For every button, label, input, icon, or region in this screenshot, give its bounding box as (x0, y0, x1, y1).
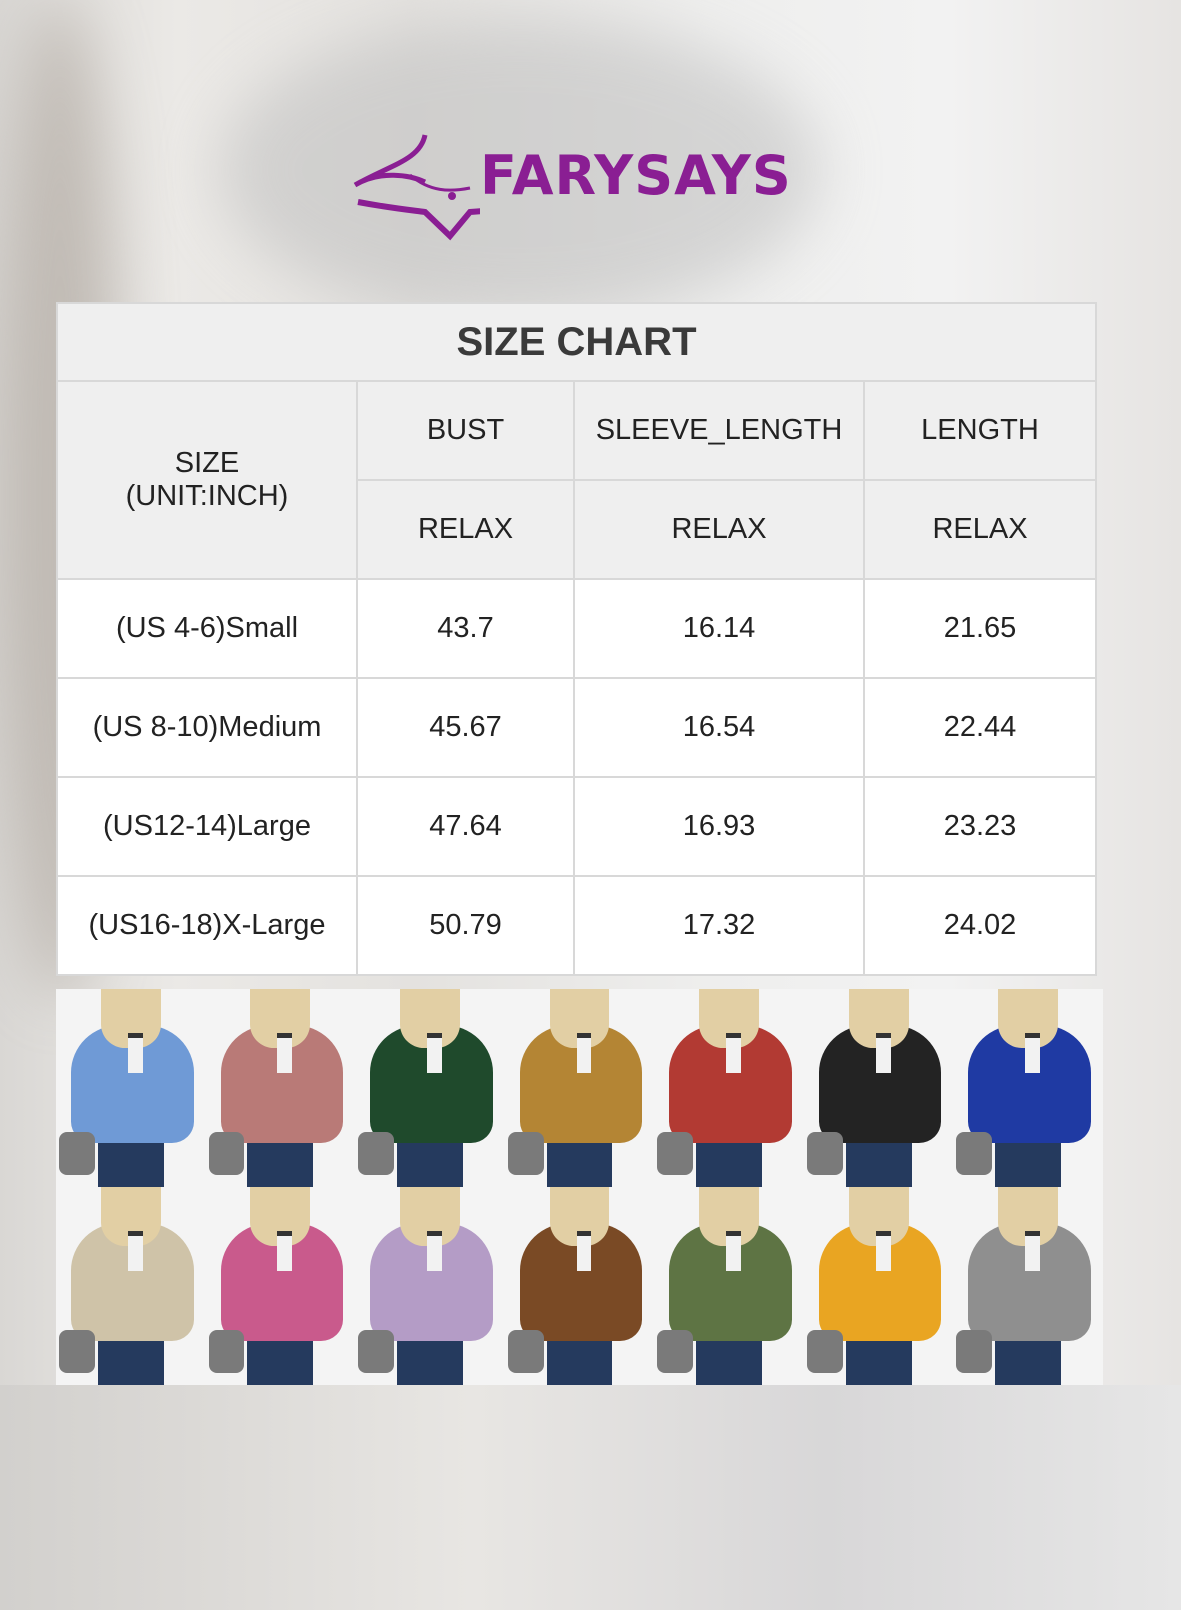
table-row: (US16-18)X-Large 50.79 17.32 24.02 (56, 875, 1097, 976)
bag (507, 1329, 544, 1374)
bag (956, 1131, 993, 1176)
coffee-cup (1025, 1032, 1041, 1074)
jeans (696, 1143, 762, 1187)
fit-header: RELAX (356, 479, 575, 580)
bag (208, 1329, 245, 1374)
jeans (397, 1341, 463, 1385)
fit-header: RELAX (863, 479, 1097, 580)
color-variant-photo (953, 1187, 1103, 1385)
color-variant-grid (56, 989, 1103, 1385)
color-variant-photo (654, 989, 804, 1187)
bag (956, 1329, 993, 1374)
bag (806, 1329, 843, 1374)
jeans (97, 1143, 164, 1187)
coffee-cup (127, 1230, 143, 1272)
size-cell: (US 8-10)Medium (56, 677, 358, 778)
jeans (247, 1341, 314, 1385)
size-header-label: SIZE (174, 447, 240, 479)
coffee-cup (277, 1230, 293, 1272)
bag (58, 1329, 95, 1374)
bag (208, 1131, 245, 1176)
jeans (546, 1341, 613, 1385)
size-header: SIZE (UNIT:INCH) (56, 380, 358, 580)
color-variant-photo (803, 989, 954, 1187)
sleeve-cell: 16.93 (573, 776, 865, 877)
sleeve-cell: 16.54 (573, 677, 865, 778)
column-header: LENGTH (863, 380, 1097, 481)
size-chart-table: SIZE CHART SIZE (UNIT:INCH) BUST SLEEVE_L… (56, 302, 1097, 976)
jeans (995, 1143, 1062, 1187)
length-cell: 22.44 (863, 677, 1097, 778)
column-header: BUST (356, 380, 575, 481)
jeans (97, 1341, 164, 1385)
coffee-cup (576, 1032, 592, 1074)
table-row: (US 8-10)Medium 45.67 16.54 22.44 (56, 677, 1097, 778)
brand-name: FARYSAYS (480, 144, 792, 207)
color-variant-photo (504, 989, 655, 1187)
bust-cell: 45.67 (356, 677, 575, 778)
bag (358, 1131, 395, 1176)
coffee-cup (426, 1230, 442, 1272)
color-variant-photo (355, 1187, 505, 1385)
jeans (845, 1341, 912, 1385)
bag (507, 1131, 544, 1176)
color-variant-photo (205, 989, 356, 1187)
coffee-cup (726, 1230, 742, 1272)
bag (657, 1131, 694, 1176)
jeans (546, 1143, 613, 1187)
size-cell: (US12-14)Large (56, 776, 358, 877)
color-variant-photo (803, 1187, 954, 1385)
table-row: (US 4-6)Small 43.7 16.14 21.65 (56, 578, 1097, 679)
jeans (845, 1143, 912, 1187)
size-cell: (US 4-6)Small (56, 578, 358, 679)
bag (358, 1329, 395, 1374)
background-photo (220, 20, 820, 320)
length-cell: 23.23 (863, 776, 1097, 877)
sleeve-cell: 17.32 (573, 875, 865, 976)
coffee-cup (1025, 1230, 1041, 1272)
bag (657, 1329, 694, 1374)
color-variant-photo (654, 1187, 804, 1385)
jeans (696, 1341, 762, 1385)
bust-cell: 50.79 (356, 875, 575, 976)
size-cell: (US16-18)X-Large (56, 875, 358, 976)
unit-label: (UNIT:INCH) (125, 480, 289, 512)
color-variant-photo (56, 989, 206, 1187)
coffee-cup (875, 1230, 891, 1272)
brand-logo: FARYSAYS (350, 130, 810, 245)
coffee-cup (277, 1032, 293, 1074)
background-photo-lower (0, 1385, 1181, 1610)
color-variant-photo (355, 989, 505, 1187)
bag (806, 1131, 843, 1176)
column-header: SLEEVE_LENGTH (573, 380, 865, 481)
color-variant-photo (205, 1187, 356, 1385)
coffee-cup (875, 1032, 891, 1074)
bust-cell: 47.64 (356, 776, 575, 877)
color-variant-photo (953, 989, 1103, 1187)
color-variant-photo (56, 1187, 206, 1385)
size-chart-title: SIZE CHART (56, 302, 1097, 382)
coffee-cup (127, 1032, 143, 1074)
jeans (995, 1341, 1062, 1385)
table-row: (US12-14)Large 47.64 16.93 23.23 (56, 776, 1097, 877)
jeans (247, 1143, 314, 1187)
length-cell: 24.02 (863, 875, 1097, 976)
coffee-cup (426, 1032, 442, 1074)
coffee-cup (726, 1032, 742, 1074)
length-cell: 21.65 (863, 578, 1097, 679)
jeans (397, 1143, 463, 1187)
bag (58, 1131, 95, 1176)
fit-header: RELAX (573, 479, 865, 580)
bust-cell: 43.7 (356, 578, 575, 679)
color-variant-photo (504, 1187, 655, 1385)
coffee-cup (576, 1230, 592, 1272)
sleeve-cell: 16.14 (573, 578, 865, 679)
logo-mark-icon (353, 134, 541, 241)
